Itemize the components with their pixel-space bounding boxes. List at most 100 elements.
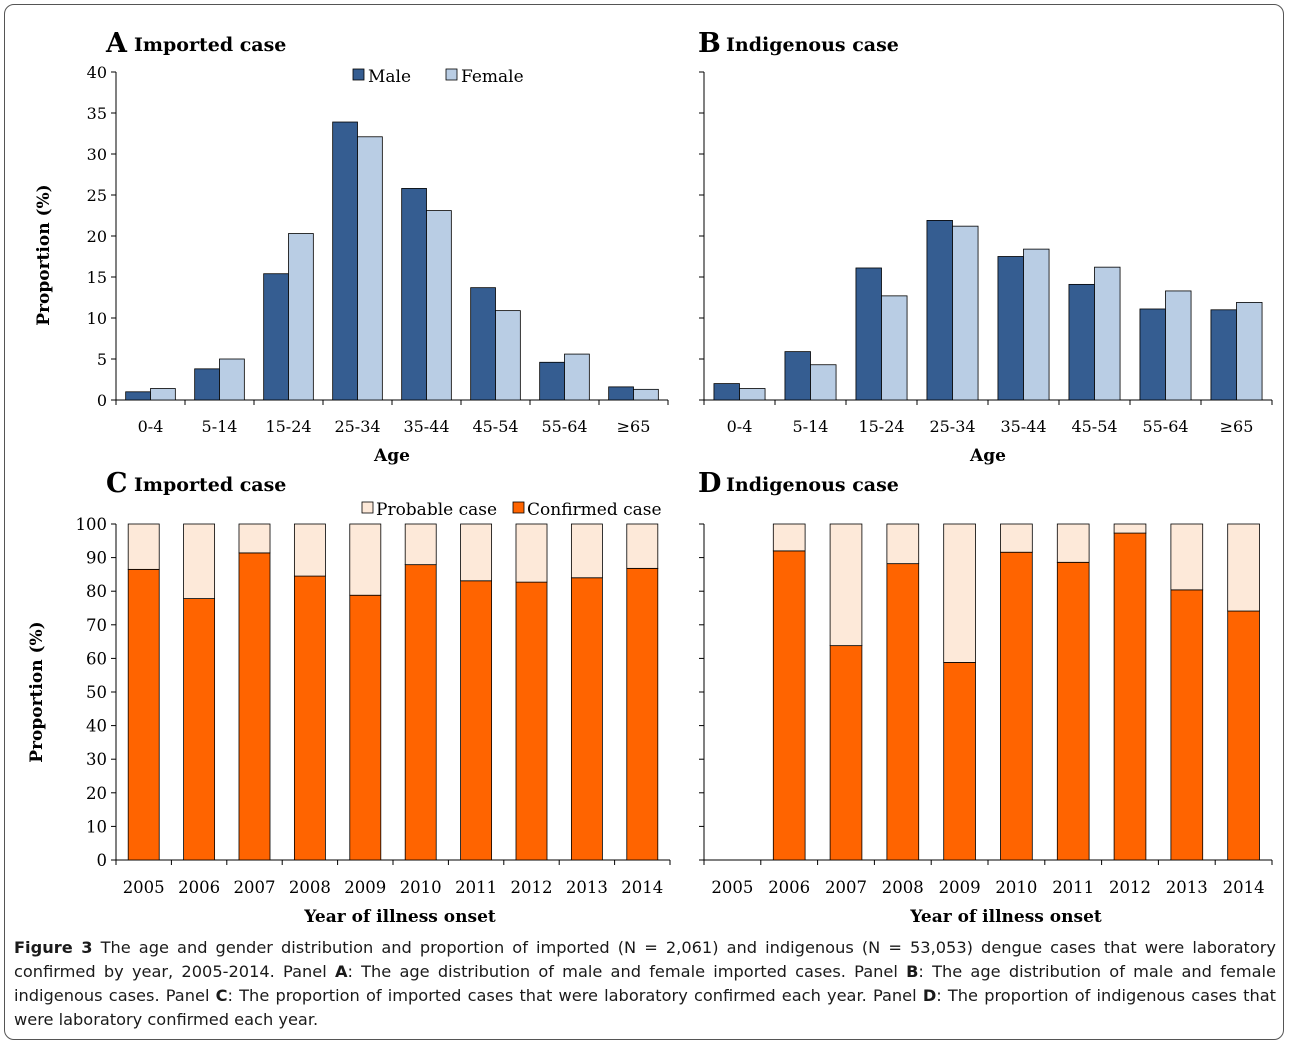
x-tick-label: 2008 (882, 878, 924, 897)
figure-svg: A Imported case 0 5 10 15 20 25 30 35 40 0-4 5-14 15-… (27, 28, 1273, 927)
x-tick-label: 5-14 (202, 417, 238, 436)
bar-female (219, 358, 245, 401)
x-tick-label: 45-54 (472, 417, 518, 436)
y-tick-label: 30 (86, 750, 107, 769)
x-tick-label: 2006 (768, 878, 810, 897)
y-tick-label: 50 (86, 683, 107, 702)
y-tick-label: 5 (97, 350, 107, 369)
x-tick-label: 2005 (711, 878, 753, 897)
y-tick-label: 35 (87, 104, 107, 123)
figure-frame (4, 4, 1284, 1040)
caption-panel-ref-d: D (922, 986, 937, 1005)
x-tick-label: 2013 (566, 878, 608, 897)
y-axis-label: Proportion (%) (27, 621, 47, 762)
bar-male (539, 361, 565, 401)
bar-confirmed-case (626, 567, 659, 861)
panel-d: D Indigenous case 2005 2006 2007 2008 2009 2010… (698, 468, 1273, 927)
bar-female (1165, 290, 1192, 401)
bar-female (564, 353, 590, 401)
legend-swatch-probable (361, 501, 374, 514)
bar-probable-case (886, 523, 920, 565)
bar-probable-case (1170, 523, 1204, 591)
bar-confirmed-case (829, 645, 863, 861)
bar-probable-case (829, 523, 863, 647)
x-tick-label: 2014 (1223, 878, 1265, 897)
x-tick-label: 2009 (939, 878, 981, 897)
bar-probable-case (626, 523, 659, 569)
bar-male (926, 220, 953, 401)
x-tick-label: 2006 (178, 878, 220, 897)
bar-female (881, 295, 908, 401)
x-tick-label: 25-34 (334, 417, 380, 436)
bar-probable-case (183, 523, 216, 599)
bar-confirmed-case (515, 581, 548, 861)
legend-label-male: Male (368, 67, 411, 87)
x-tick-label: 2008 (289, 878, 331, 897)
bar-female (810, 364, 837, 401)
bar-female (495, 310, 521, 401)
bar-probable-case (349, 523, 382, 596)
bar-male (1068, 283, 1095, 401)
legend-swatch-female (445, 68, 458, 81)
y-tick-label: 60 (86, 649, 107, 668)
x-tick-label: 55-64 (1142, 417, 1188, 436)
bar-female (150, 388, 176, 401)
x-tick-label: 5-14 (793, 417, 829, 436)
bar-confirmed-case (127, 568, 160, 861)
bar-probable-case (238, 523, 271, 554)
bar-female (426, 210, 452, 401)
bar-confirmed-case (1056, 561, 1090, 861)
bar-confirmed-case (183, 598, 216, 861)
x-tick-label: 0-4 (727, 417, 753, 436)
y-tick-label: 40 (87, 63, 107, 82)
x-axis-label: Age (373, 446, 410, 466)
x-axis-label: Year of illness onset (909, 907, 1102, 927)
bar-male (855, 267, 882, 401)
panel-title: Imported case (134, 34, 286, 56)
x-tick-label: 25-34 (929, 417, 975, 436)
caption-panel-ref-b: B (906, 962, 919, 981)
x-tick-label: 2011 (1052, 878, 1094, 897)
legend: Male Female (352, 67, 524, 87)
bar-probable-case (1227, 523, 1260, 612)
x-tick-label: 15-24 (858, 417, 904, 436)
bar-confirmed-case (570, 577, 603, 861)
x-tick-label: 2005 (123, 878, 165, 897)
bar-male (470, 287, 496, 401)
x-tick-label: 2007 (234, 878, 276, 897)
bar-male (125, 391, 151, 401)
bar-probable-case (1000, 523, 1033, 553)
bar-male (997, 256, 1024, 401)
bar-probable-case (515, 523, 548, 583)
bar-female (1023, 248, 1050, 401)
bar-male (194, 368, 220, 401)
y-tick-label: 30 (87, 145, 107, 164)
bar-male (401, 188, 427, 401)
bar-probable-case (772, 523, 806, 552)
y-tick-label: 100 (76, 515, 108, 534)
bar-confirmed-case (772, 550, 806, 861)
bar-female (1236, 302, 1263, 401)
legend-swatch-confirmed (512, 501, 525, 514)
bar-probable-case (1056, 523, 1090, 563)
bar-confirmed-case (943, 662, 976, 861)
y-tick-label: 20 (86, 784, 107, 803)
bar-female (739, 388, 766, 401)
caption-panel-ref-a: A (334, 962, 348, 981)
panel-title: Imported case (134, 474, 286, 496)
caption-label: Figure 3 (14, 938, 93, 957)
x-tick-label: 35-44 (403, 417, 449, 436)
bar-female (288, 233, 314, 401)
bar-female (1094, 266, 1121, 401)
panel-title: Indigenous case (726, 474, 899, 496)
x-tick-label: 2013 (1166, 878, 1208, 897)
panel-title: Indigenous case (726, 34, 899, 56)
bar-probable-case (943, 523, 976, 663)
x-tick-label: 2011 (455, 878, 497, 897)
legend: Probable case Confirmed case (361, 500, 662, 520)
x-tick-label: 2012 (511, 878, 553, 897)
x-axis-label: Age (969, 446, 1006, 466)
bar-confirmed-case (1170, 589, 1204, 861)
x-tick-label: ≥65 (617, 417, 651, 436)
bar-confirmed-case (1227, 610, 1260, 861)
